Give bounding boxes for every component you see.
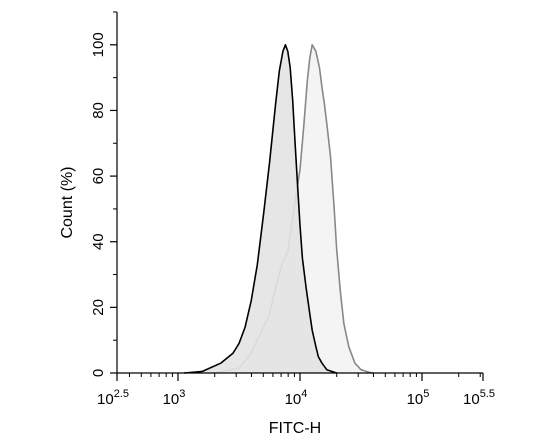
y-tick-label: 20 <box>90 299 107 316</box>
y-tick-label: 40 <box>90 233 107 250</box>
x-tick-label: 105 <box>407 388 430 408</box>
y-tick-label: 80 <box>90 102 107 119</box>
x-axis-title: FITC-H <box>269 420 321 437</box>
x-tick-label: 105.5 <box>463 388 495 408</box>
y-axis-title: Count (%) <box>59 166 76 238</box>
y-ticks: 0 20 40 60 80 100 <box>90 11 117 377</box>
plot-area: 102.5 103 104 105 105.5 0 20 40 60 80 100 <box>90 11 495 408</box>
series-layer <box>184 44 374 374</box>
x-tick-label: 104 <box>285 388 308 408</box>
y-tick-label: 60 <box>90 168 107 185</box>
y-tick-label: 100 <box>90 32 107 57</box>
x-tick-label: 103 <box>163 388 186 408</box>
y-tick-label: 0 <box>90 369 107 377</box>
x-tick-label: 102.5 <box>97 388 129 408</box>
series-1-area <box>184 44 337 374</box>
series-1-line <box>184 44 337 374</box>
x-minor-ticks <box>128 373 481 377</box>
x-ticks: 102.5 103 104 105 105.5 <box>97 373 495 408</box>
